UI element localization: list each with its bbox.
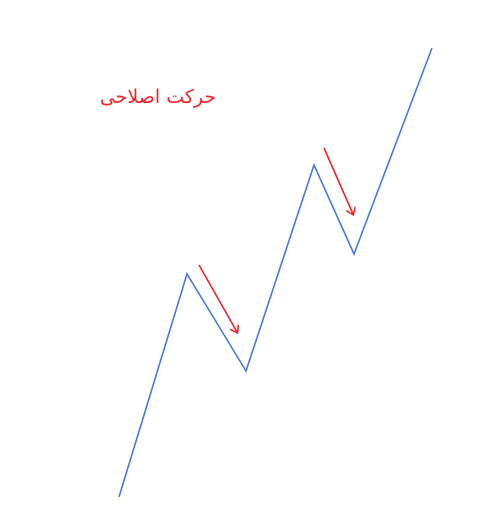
zigzag-trend-line [118, 47, 433, 498]
down-arrow-icon [198, 264, 237, 332]
down-arrow-icon [323, 147, 353, 214]
corrective-move-label: حرکت اصلاحی [99, 86, 217, 108]
